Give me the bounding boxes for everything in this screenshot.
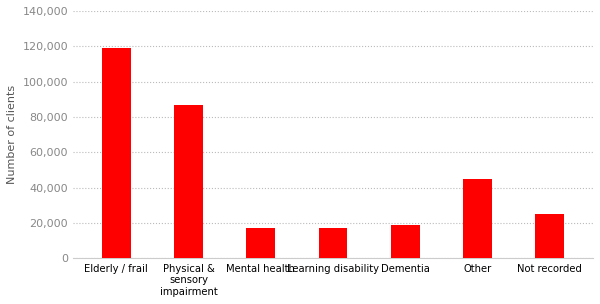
Bar: [319, 228, 347, 258]
Bar: [535, 214, 564, 258]
Bar: [102, 48, 131, 258]
Bar: [391, 225, 419, 258]
Bar: [247, 228, 275, 258]
Bar: [463, 179, 492, 258]
Y-axis label: Number of clients: Number of clients: [7, 85, 17, 184]
Bar: [174, 105, 203, 258]
